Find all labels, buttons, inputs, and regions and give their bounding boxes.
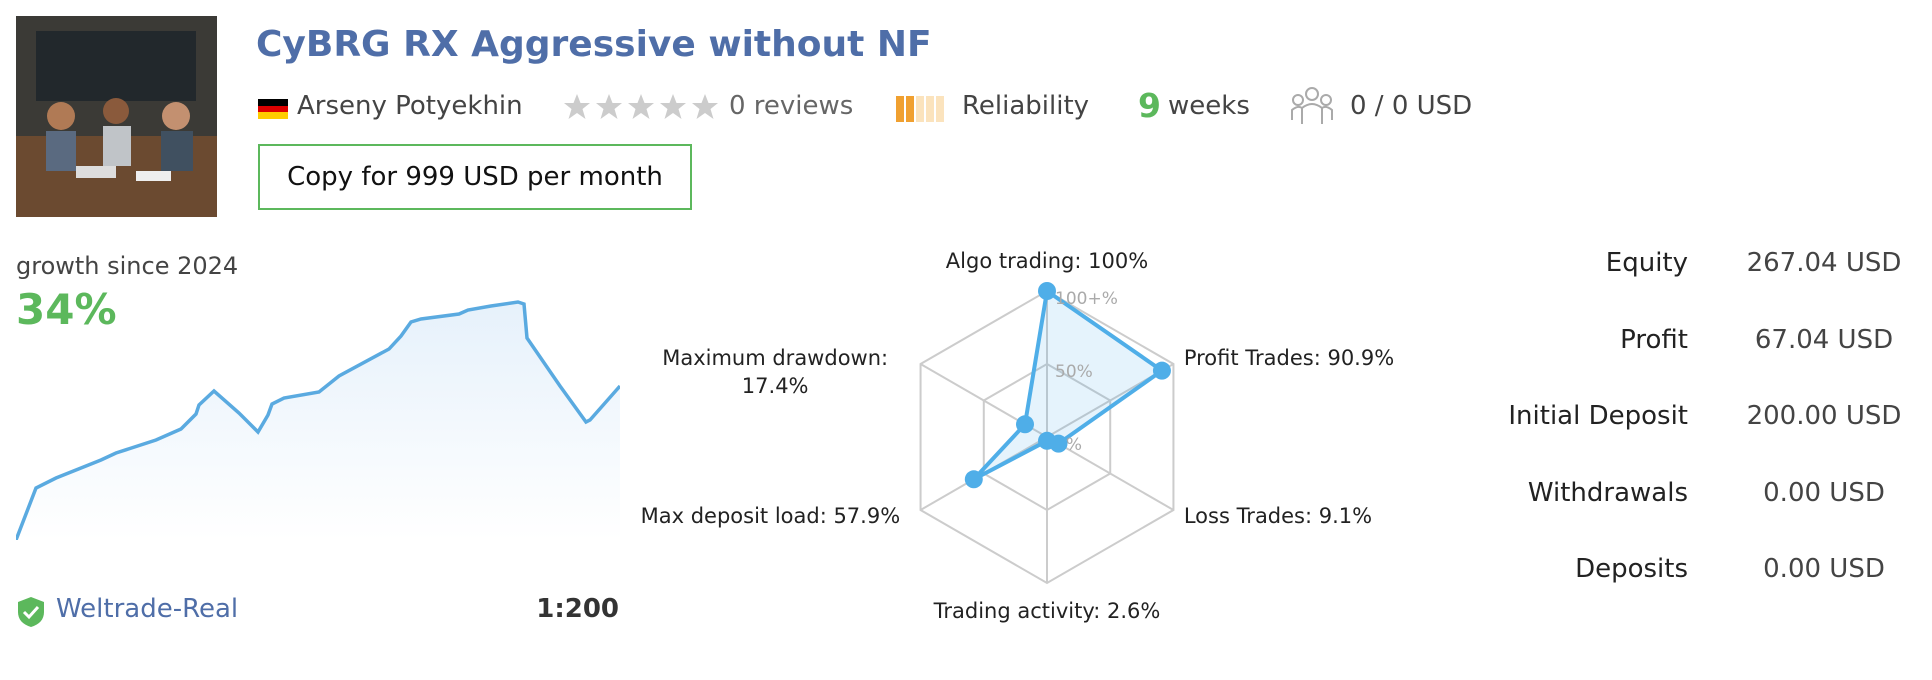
stat-value: 0.00 USD [1763,554,1885,584]
reliability-bars [896,96,944,122]
subscribers: 0 / 0 USD [1350,91,1473,121]
weeks: weeks [1168,91,1250,121]
radar-point [1038,282,1056,300]
flag [258,99,288,119]
ring-label: 50% [1055,362,1093,382]
stat-label: Profit [1620,324,1688,355]
reliability: Reliability [962,91,1090,121]
stat-value: 0.00 USD [1763,477,1885,508]
broker[interactable]: Weltrade-Real [56,594,239,624]
stat-label: Equity [1605,248,1688,278]
radar-axis-label: Max deposit load: 57.9% [640,504,901,528]
stat-value: 200.00 USD [1746,401,1902,431]
avatar [16,16,217,217]
radar-axis-label: Maximum drawdown: 17.4% [662,346,889,398]
radar-axis-label: Trading activity: 2.6% [933,599,1161,623]
ring-label: 100+% [1055,289,1118,309]
growth-value: 34% [16,285,117,334]
radar-point [964,470,983,489]
verified-icon [18,597,44,627]
stat-label: Initial Deposit [1508,401,1688,431]
stat-label: Withdrawals [1527,477,1688,508]
copy-button[interactable]: Copy for 999 USD per month [258,144,692,210]
growth-sparkline [16,300,620,540]
radar-axis-label: Algo trading: 100% [945,249,1149,273]
author[interactable]: Arseny Potyekhin [297,91,523,121]
subscribers-icon [1291,87,1333,124]
stars [564,94,718,119]
radar-axis-label: Profit Trades: 90.9% [1183,346,1395,370]
leverage: 1:200 [536,594,619,624]
radar-axis-label: Loss Trades: 9.1% [1183,504,1373,528]
spoke [1046,436,1174,511]
stat-label: Deposits [1575,554,1688,584]
weeks-count: 9 [1138,86,1161,125]
radar-point [1015,415,1034,434]
radar-point [1152,361,1171,380]
reviews[interactable]: 0 reviews [729,91,854,121]
title[interactable]: CyBRG RX Aggressive without NF [256,24,932,65]
radar-point [1038,431,1056,450]
stat-value: 267.04 USD [1746,248,1902,278]
growth-label: growth since 2024 [16,252,239,280]
stat-value: 67.04 USD [1754,324,1894,355]
